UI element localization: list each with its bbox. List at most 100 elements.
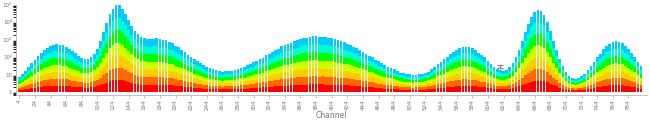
Bar bbox=[590, 85, 592, 89]
Bar bbox=[608, 44, 611, 51]
Bar bbox=[468, 80, 471, 86]
Bar bbox=[608, 65, 611, 72]
Bar bbox=[93, 76, 96, 81]
Bar bbox=[243, 78, 246, 81]
Bar bbox=[343, 78, 346, 85]
Bar bbox=[633, 87, 636, 92]
Bar bbox=[268, 87, 270, 92]
Bar bbox=[480, 87, 483, 92]
Bar bbox=[262, 73, 265, 77]
Bar bbox=[255, 61, 258, 65]
Bar bbox=[262, 87, 265, 92]
Bar bbox=[430, 76, 433, 79]
Bar bbox=[439, 67, 443, 71]
Bar bbox=[615, 71, 618, 78]
Bar bbox=[543, 48, 545, 59]
Bar bbox=[96, 55, 99, 61]
Bar bbox=[477, 70, 480, 75]
Bar bbox=[434, 74, 436, 78]
Bar bbox=[558, 68, 561, 73]
Bar bbox=[621, 57, 623, 64]
Bar bbox=[49, 86, 52, 92]
Bar bbox=[221, 84, 224, 86]
Bar bbox=[493, 89, 495, 92]
Bar bbox=[471, 54, 474, 61]
Bar bbox=[252, 62, 255, 67]
Bar bbox=[190, 57, 192, 62]
Bar bbox=[53, 51, 55, 58]
Bar bbox=[131, 83, 133, 92]
Bar bbox=[118, 6, 121, 18]
Bar bbox=[462, 53, 464, 60]
Bar bbox=[306, 45, 308, 53]
Bar bbox=[262, 77, 265, 83]
Bar bbox=[81, 83, 83, 87]
Bar bbox=[321, 69, 324, 77]
Bar bbox=[518, 86, 521, 92]
Bar bbox=[449, 54, 452, 59]
Bar bbox=[71, 81, 73, 87]
Bar bbox=[271, 81, 274, 87]
Bar bbox=[43, 56, 46, 62]
Bar bbox=[577, 88, 580, 90]
Bar bbox=[105, 53, 108, 63]
Bar bbox=[162, 85, 164, 92]
Bar bbox=[427, 75, 430, 77]
Bar bbox=[290, 57, 292, 64]
Bar bbox=[265, 61, 267, 66]
Bar bbox=[27, 82, 30, 85]
Bar bbox=[636, 75, 639, 79]
Bar bbox=[462, 60, 464, 66]
Bar bbox=[449, 87, 452, 92]
Bar bbox=[421, 90, 424, 92]
Bar bbox=[209, 72, 211, 75]
Bar bbox=[434, 81, 436, 85]
Bar bbox=[21, 77, 24, 79]
Bar bbox=[214, 83, 218, 86]
Bar bbox=[605, 72, 608, 79]
Bar bbox=[543, 70, 545, 81]
Bar bbox=[586, 77, 589, 80]
Bar bbox=[306, 61, 308, 69]
Bar bbox=[640, 85, 642, 89]
Bar bbox=[377, 61, 380, 66]
Bar bbox=[278, 80, 280, 86]
Bar bbox=[299, 54, 302, 62]
Bar bbox=[265, 82, 267, 87]
Bar bbox=[193, 78, 196, 83]
Bar bbox=[224, 86, 227, 89]
Bar bbox=[512, 88, 514, 92]
Bar bbox=[199, 72, 202, 76]
Bar bbox=[233, 70, 236, 73]
Bar bbox=[230, 86, 233, 89]
Bar bbox=[324, 53, 327, 61]
Bar bbox=[565, 72, 567, 75]
Bar bbox=[302, 46, 305, 53]
Bar bbox=[99, 56, 102, 63]
Bar bbox=[140, 69, 142, 77]
Bar bbox=[77, 61, 80, 66]
Bar bbox=[636, 84, 639, 88]
Bar bbox=[224, 71, 227, 74]
Bar bbox=[53, 86, 55, 92]
Bar bbox=[196, 61, 199, 66]
Bar bbox=[630, 59, 633, 65]
Bar bbox=[246, 65, 249, 69]
Bar bbox=[230, 83, 233, 86]
Bar bbox=[327, 85, 330, 92]
Bar bbox=[46, 61, 49, 67]
Bar bbox=[171, 43, 174, 50]
Bar bbox=[121, 80, 124, 92]
Bar bbox=[327, 53, 330, 61]
Bar bbox=[630, 70, 633, 76]
Bar bbox=[271, 69, 274, 75]
Bar bbox=[74, 76, 77, 81]
Bar bbox=[530, 60, 533, 71]
Bar bbox=[330, 85, 333, 92]
Bar bbox=[181, 80, 183, 86]
Bar bbox=[437, 88, 439, 92]
Bar bbox=[140, 45, 142, 53]
Bar bbox=[237, 76, 239, 79]
Bar bbox=[311, 77, 315, 85]
Bar bbox=[58, 65, 61, 72]
